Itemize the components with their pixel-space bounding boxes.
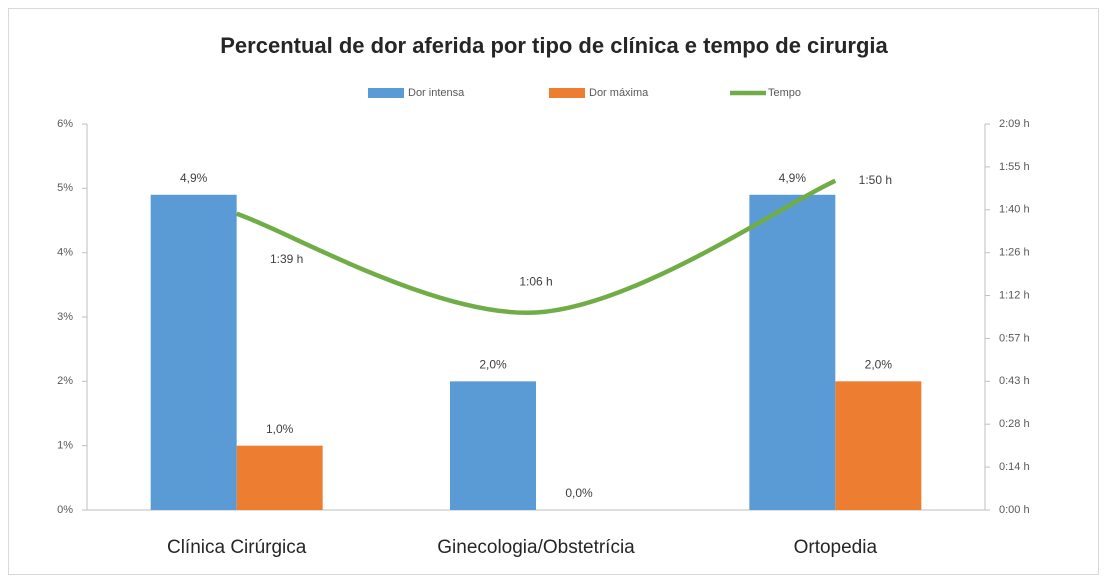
chart-title: Percentual de dor aferida por tipo de cl…	[220, 33, 888, 58]
x-tick-label: Ortopedia	[794, 537, 878, 558]
y-tick-label: 0%	[57, 504, 73, 516]
y2-tick-label: 2:09 h	[999, 118, 1030, 130]
y2-tick-label: 1:26 h	[999, 247, 1030, 259]
legend-label: Dor máxima	[589, 87, 649, 99]
legend-swatch	[549, 88, 585, 98]
bar	[835, 381, 922, 510]
bar-value-label: 4,9%	[180, 171, 208, 185]
line-value-label: 1:06 h	[519, 275, 552, 289]
y2-tick-label: 0:28 h	[999, 418, 1030, 430]
y-tick-label: 3%	[57, 311, 73, 323]
bar	[450, 381, 536, 510]
line-value-label: 1:39 h	[270, 252, 303, 266]
x-tick-label: Ginecologia/Obstetrícia	[437, 537, 635, 558]
legend-label: Tempo	[768, 87, 801, 99]
bar	[749, 194, 836, 510]
legend-label: Dor intensa	[408, 87, 465, 99]
y2-tick-label: 0:57 h	[999, 332, 1030, 344]
line-value-label: 1:50 h	[859, 173, 892, 187]
bar-value-label: 2,0%	[865, 358, 893, 372]
legend-swatch	[368, 88, 404, 98]
bar-value-label: 1,0%	[266, 422, 294, 436]
line	[235, 178, 837, 315]
y-tick-label: 1%	[57, 440, 73, 452]
bar-value-label: 2,0%	[479, 358, 507, 372]
y2-tick-label: 0:00 h	[999, 504, 1030, 516]
bar	[150, 194, 237, 510]
y2-tick-label: 1:55 h	[999, 161, 1030, 173]
y2-tick-label: 1:12 h	[999, 289, 1030, 301]
y-tick-label: 5%	[57, 182, 73, 194]
y-tick-label: 6%	[57, 118, 73, 130]
bar	[236, 445, 323, 510]
bar-value-label: 4,9%	[779, 171, 807, 185]
y-tick-label: 4%	[57, 247, 73, 259]
y-tick-label: 2%	[57, 375, 73, 387]
bar-value-label: 0,0%	[565, 486, 593, 500]
x-tick-label: Clínica Cirúrgica	[167, 537, 307, 558]
y2-tick-label: 0:43 h	[999, 375, 1030, 387]
y2-tick-label: 0:14 h	[999, 461, 1030, 473]
y2-tick-label: 1:40 h	[999, 204, 1030, 216]
